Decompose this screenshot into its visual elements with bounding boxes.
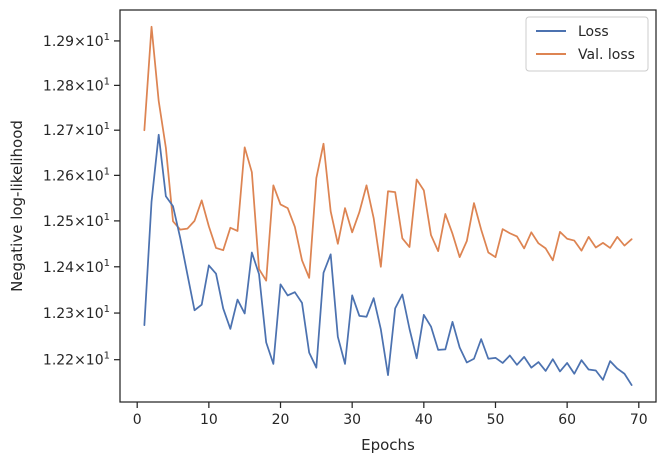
y-tick-label: 1.27×101 bbox=[43, 121, 110, 139]
x-tick-label: 70 bbox=[630, 412, 648, 428]
plot-frame bbox=[119, 9, 657, 403]
y-tick-label: 1.24×101 bbox=[43, 258, 110, 276]
x-tick-label: 60 bbox=[558, 412, 576, 428]
y-tick-label: 1.26×101 bbox=[43, 166, 110, 184]
y-tick-label: 1.29×101 bbox=[43, 32, 110, 50]
legend-label-loss: Loss bbox=[578, 24, 609, 40]
x-tick-label: 0 bbox=[133, 412, 142, 428]
legend: Loss Val. loss bbox=[525, 16, 649, 72]
y-tick-label: 1.25×101 bbox=[43, 212, 110, 230]
y-tick-label: 1.23×101 bbox=[43, 304, 110, 322]
y-axis-ticks: 1.22×101 1.23×101 1.24×101 1.25×101 1.26×101… bbox=[43, 32, 120, 369]
series-line-loss bbox=[143, 133, 633, 386]
y-tick-label: 1.22×101 bbox=[43, 351, 110, 369]
y-tick-label: 1.28×101 bbox=[43, 76, 110, 94]
x-axis-label: Epochs bbox=[361, 436, 415, 454]
x-tick-label: 50 bbox=[487, 412, 505, 428]
x-tick-label: 40 bbox=[415, 412, 433, 428]
series-layer bbox=[143, 25, 633, 386]
legend-label-val-loss: Val. loss bbox=[578, 47, 635, 63]
x-tick-label: 20 bbox=[272, 412, 290, 428]
x-tick-label: 30 bbox=[343, 412, 361, 428]
series-line-val-loss bbox=[143, 25, 633, 282]
y-axis-label: Negative log-likelihood bbox=[8, 120, 26, 292]
x-axis-ticks: 0 10 20 30 40 50 60 70 bbox=[133, 402, 648, 428]
x-tick-label: 10 bbox=[200, 412, 218, 428]
